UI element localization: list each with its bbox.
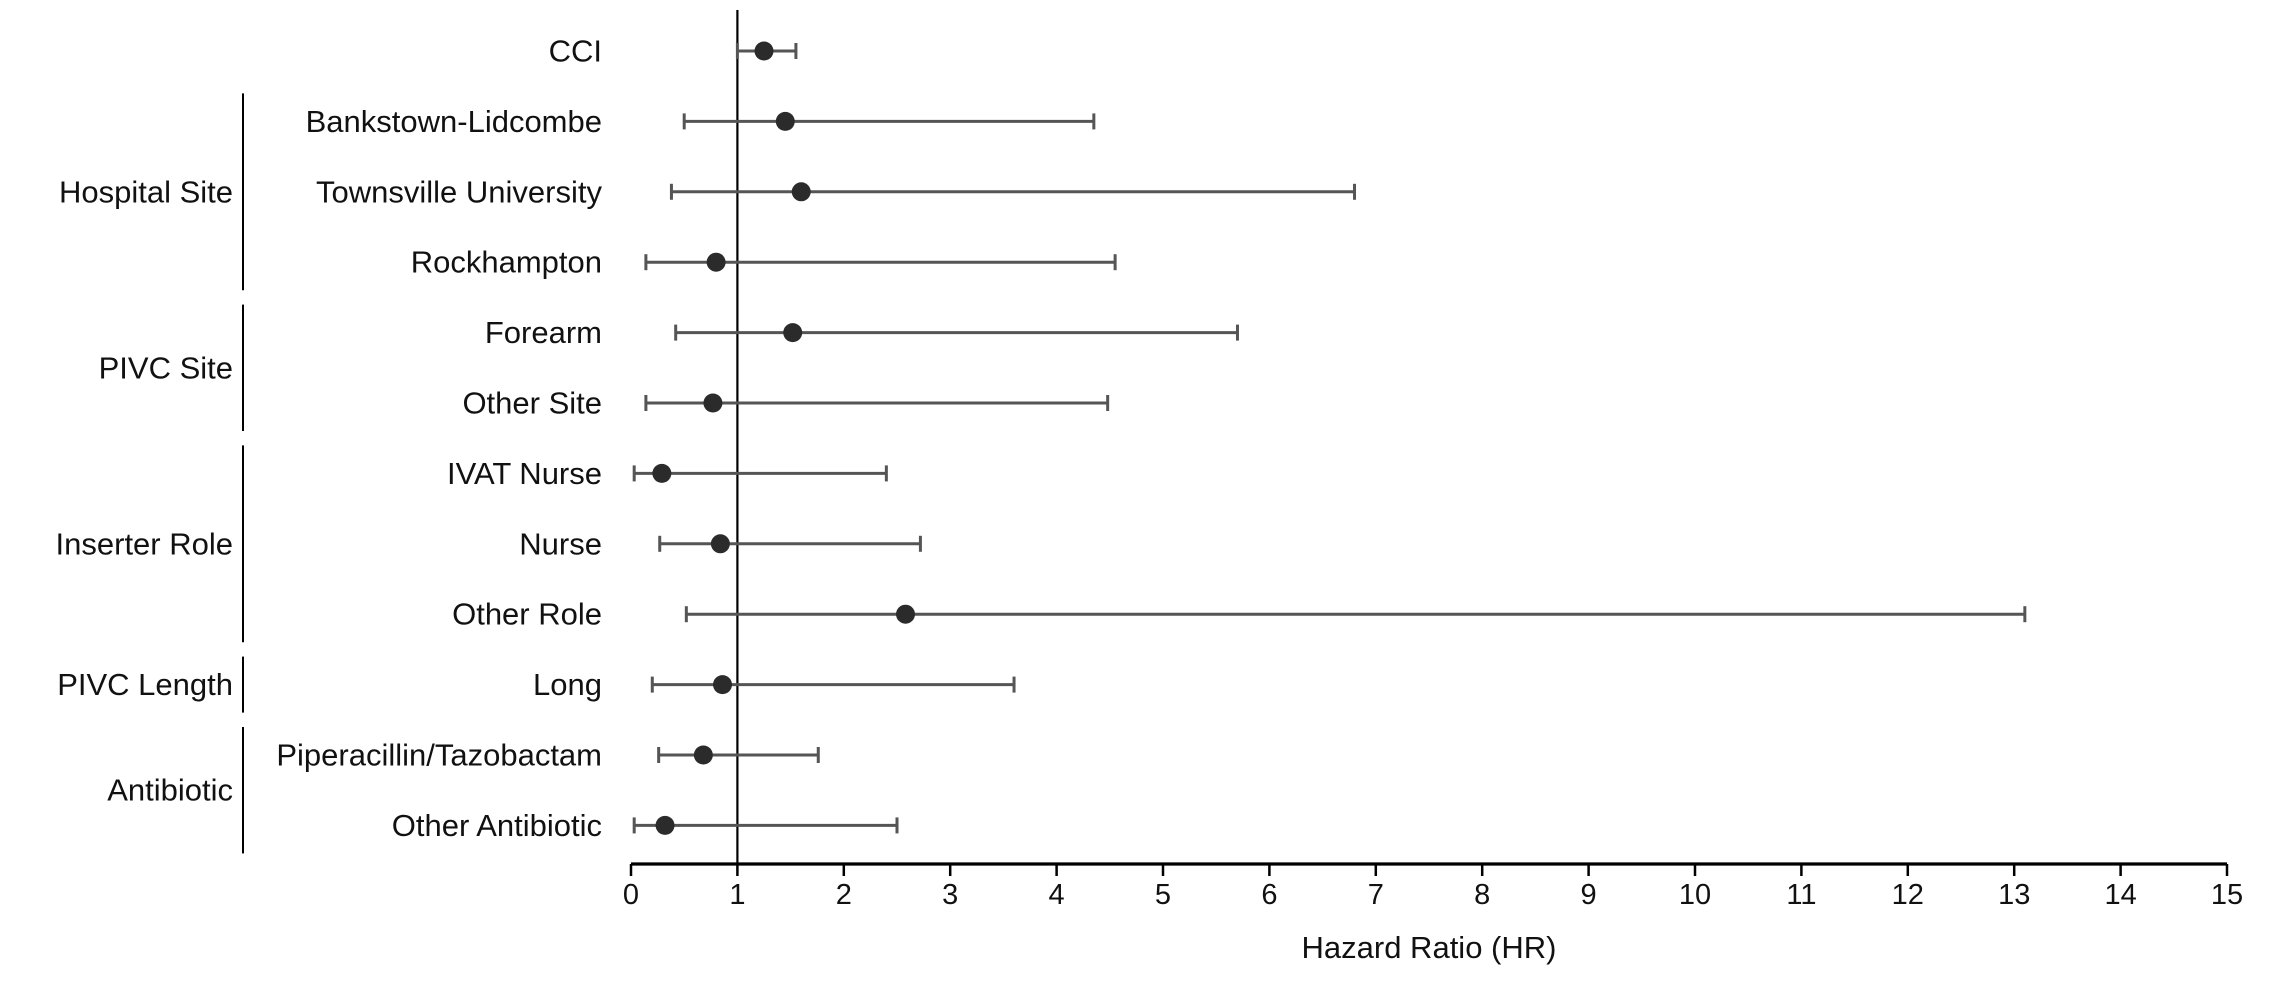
row-label-other-antibiotic: Other Antibiotic <box>392 808 602 843</box>
hr-point-cci <box>754 41 774 61</box>
x-tick-label-10: 10 <box>1679 879 1711 911</box>
hr-point-long <box>713 675 733 695</box>
row-label-forearm: Forearm <box>485 315 602 350</box>
row-label-rockhampton: Rockhampton <box>411 245 602 280</box>
row-labels: CCI Bankstown-Lidcombe Townsville Universi… <box>276 34 602 843</box>
x-tick-label-9: 9 <box>1581 879 1597 911</box>
x-tick-label-3: 3 <box>942 879 958 911</box>
group-label-inserter-role: Inserter Role <box>56 526 233 561</box>
row-label-long: Long <box>533 667 602 702</box>
hazard-ratio-points <box>652 41 916 835</box>
x-tick-label-7: 7 <box>1368 879 1384 911</box>
x-tick-label-4: 4 <box>1049 879 1065 911</box>
x-tick-label-1: 1 <box>729 879 745 911</box>
row-label-piperacillin-tazobactam: Piperacillin/Tazobactam <box>276 738 602 773</box>
x-axis-title: Hazard Ratio (HR) <box>1302 930 1557 965</box>
group-label-pivc-length: PIVC Length <box>57 667 233 702</box>
x-tick-label-13: 13 <box>1998 879 2030 911</box>
x-tick-label-6: 6 <box>1261 879 1277 911</box>
x-tick-label-11: 11 <box>1786 879 1816 911</box>
hr-point-townsville-university <box>791 182 811 202</box>
row-label-ivat-nurse: IVAT Nurse <box>447 456 602 491</box>
x-tick-label-15: 15 <box>2211 879 2243 911</box>
group-labels: Hospital Site PIVC Site Inserter Role PIVC … <box>56 174 233 807</box>
hr-point-rockhampton <box>706 252 726 272</box>
x-tick-label-14: 14 <box>2104 879 2136 911</box>
hr-point-nurse <box>710 534 730 554</box>
row-label-nurse: Nurse <box>519 526 602 561</box>
hr-point-forearm <box>783 323 803 343</box>
hr-point-piperacillin-tazobactam <box>693 745 713 765</box>
x-tick-label-8: 8 <box>1474 879 1490 911</box>
confidence-intervals <box>632 43 2027 834</box>
x-tick-label-12: 12 <box>1892 879 1924 911</box>
x-tick-label-2: 2 <box>836 879 852 911</box>
x-tick-label-0: 0 <box>623 879 639 911</box>
row-label-bankstown-lidcombe: Bankstown-Lidcombe <box>306 104 602 139</box>
hr-point-other-role <box>896 604 916 624</box>
group-label-hospital-site: Hospital Site <box>59 174 233 209</box>
hr-point-bankstown-lidcombe <box>775 111 795 131</box>
row-label-other-role: Other Role <box>452 597 602 632</box>
x-tick-label-5: 5 <box>1155 879 1171 911</box>
row-label-cci: CCI <box>549 34 602 69</box>
hr-point-other-site <box>703 393 723 413</box>
hr-point-other-antibiotic <box>655 815 675 835</box>
row-label-townsville-university: Townsville University <box>316 174 602 209</box>
group-label-antibiotic: Antibiotic <box>107 773 233 808</box>
row-label-other-site: Other Site <box>462 386 602 421</box>
x-axis: 0 1 2 3 4 5 6 7 8 9 10 11 12 13 14 15 <box>623 862 2243 911</box>
hr-point-ivat-nurse <box>652 463 672 483</box>
group-label-pivc-site: PIVC Site <box>99 350 233 385</box>
